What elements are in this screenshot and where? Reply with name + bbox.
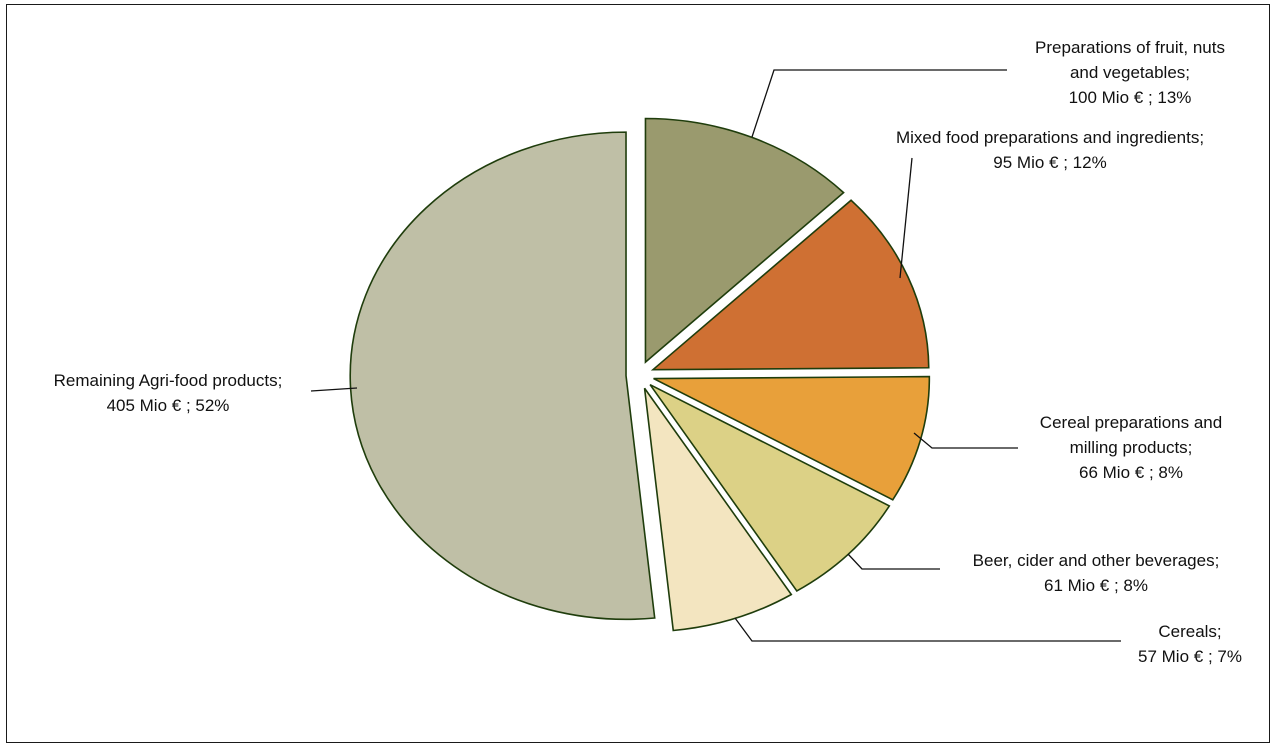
slice-label-line: 57 Mio € ; 7%	[1138, 647, 1242, 666]
slice-label-line: milling products;	[1070, 438, 1193, 457]
slice-label-line: 61 Mio € ; 8%	[1044, 576, 1148, 595]
leader-line-cereals	[734, 617, 1121, 642]
slice-label-line: Beer, cider and other beverages;	[973, 551, 1220, 570]
slice-label-cerealprep: Cereal preparations and milling products;…	[1040, 413, 1222, 482]
leader-line-beer	[847, 553, 940, 570]
slice-label-beer: Beer, cider and other beverages; 61 Mio €…	[973, 551, 1220, 595]
leader-line-mixed	[899, 157, 913, 279]
slice-label-line: Remaining Agri-food products;	[54, 371, 283, 390]
pie-slice-mixed	[650, 199, 930, 371]
pie-slice-beer	[649, 383, 891, 593]
slice-label-line: Cereal preparations and	[1040, 413, 1222, 432]
pie-slice-cerealprep	[653, 375, 931, 501]
slice-label-remaining: Remaining Agri-food products; 405 Mio € ;…	[54, 371, 283, 415]
pie-slices	[349, 117, 931, 632]
slice-label-line: 66 Mio € ; 8%	[1079, 463, 1183, 482]
slice-label-line: Cereals;	[1158, 622, 1221, 641]
slice-label-fruit: Preparations of fruit, nuts and vegetable…	[1035, 38, 1225, 107]
slice-label-line: Mixed food preparations and ingredients;	[896, 128, 1204, 147]
slice-label-mixed: Mixed food preparations and ingredients;…	[896, 128, 1204, 172]
slice-label-line: Preparations of fruit, nuts	[1035, 38, 1225, 57]
leader-line-fruit	[751, 69, 1007, 138]
slice-label-cereals: Cereals; 57 Mio € ; 7%	[1138, 622, 1242, 666]
slice-label-line: 95 Mio € ; 12%	[993, 153, 1106, 172]
slice-label-line: and vegetables;	[1070, 63, 1190, 82]
leader-line-remaining	[310, 387, 358, 392]
slice-labels: Preparations of fruit, nuts and vegetable…	[54, 38, 1242, 666]
leader-lines	[310, 69, 1121, 642]
leader-line-cerealprep	[913, 432, 1018, 449]
slice-label-line: 100 Mio € ; 13%	[1069, 88, 1192, 107]
slice-label-line: 405 Mio € ; 52%	[107, 396, 230, 415]
pie-slice-remaining	[349, 131, 656, 621]
pie-slice-fruit	[644, 117, 845, 364]
